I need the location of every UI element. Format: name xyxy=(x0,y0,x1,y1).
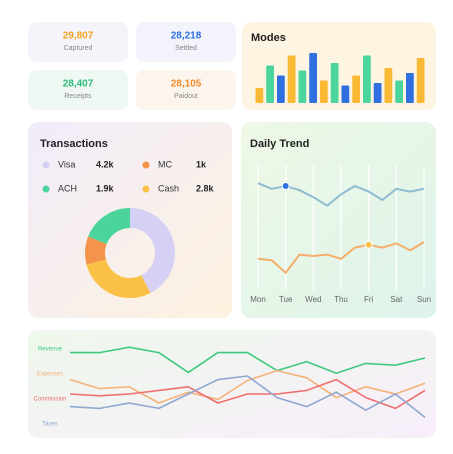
legend-value: 4.2k xyxy=(96,159,115,169)
overview-line xyxy=(70,346,426,375)
trend-line xyxy=(257,241,425,274)
trend-point xyxy=(281,182,290,190)
legend-name: ACH xyxy=(58,183,77,193)
legend-value: 1k xyxy=(196,159,207,169)
x-tick-label: Sun xyxy=(417,295,431,304)
bar xyxy=(309,53,317,103)
x-tick-label: Thu xyxy=(334,295,348,304)
stat-label: Settled xyxy=(175,45,197,52)
bar xyxy=(341,85,350,103)
legend-value: 1.9k xyxy=(96,183,115,193)
series-label: Revenue xyxy=(38,347,63,353)
overview-card xyxy=(28,330,436,438)
x-tick-label: Fri xyxy=(364,295,374,304)
bar xyxy=(416,58,425,103)
legend-name: MC xyxy=(158,159,172,169)
card-title: Daily Trend xyxy=(250,138,309,150)
legend-dot xyxy=(142,185,150,193)
stat-value: 29,807 xyxy=(63,31,94,42)
donut-segment xyxy=(85,208,175,298)
stat-card xyxy=(28,70,128,110)
series-label: Taxes xyxy=(42,422,58,428)
bar xyxy=(406,73,414,103)
trend-point xyxy=(364,240,373,249)
stat-card xyxy=(136,22,236,62)
bar xyxy=(363,55,371,103)
x-tick-label: Mon xyxy=(250,295,266,304)
card-title: Modes xyxy=(251,32,286,44)
legend-dot xyxy=(42,185,50,193)
stat-card xyxy=(136,70,236,110)
x-tick-label: Sat xyxy=(390,295,403,304)
stat-card xyxy=(28,22,128,62)
bar xyxy=(373,83,382,103)
overview-line xyxy=(69,378,426,410)
legend-dot xyxy=(142,161,150,169)
bar xyxy=(384,68,393,103)
x-tick-label: Tue xyxy=(279,295,293,304)
donut-segment xyxy=(85,208,175,298)
legend-name: Cash xyxy=(158,183,179,193)
bar xyxy=(330,63,339,103)
series-label: Expenses xyxy=(37,372,63,378)
x-tick-label: Wed xyxy=(305,295,321,304)
bar xyxy=(395,80,403,103)
bar xyxy=(320,80,328,103)
bar xyxy=(266,65,274,103)
bar xyxy=(277,75,285,103)
bar xyxy=(352,75,360,103)
overview-line xyxy=(69,375,426,419)
trend-card xyxy=(241,122,436,318)
stat-label: Captured xyxy=(64,45,93,52)
stat-value: 28,218 xyxy=(171,31,202,42)
stat-value: 28,407 xyxy=(63,79,94,90)
bar xyxy=(287,55,296,103)
series-label: Commission xyxy=(33,397,66,403)
legend-dot xyxy=(42,161,50,169)
bar xyxy=(255,88,264,103)
legend-value: 2.8k xyxy=(196,183,215,193)
stat-label: Receipts xyxy=(64,93,92,100)
donut-segment xyxy=(85,208,175,298)
stat-label: Paidout xyxy=(174,93,198,100)
legend-name: Visa xyxy=(58,159,75,169)
overview-line xyxy=(69,369,426,404)
bar xyxy=(298,70,307,103)
card-title: Transactions xyxy=(40,138,108,150)
stat-value: 28,105 xyxy=(171,79,202,90)
